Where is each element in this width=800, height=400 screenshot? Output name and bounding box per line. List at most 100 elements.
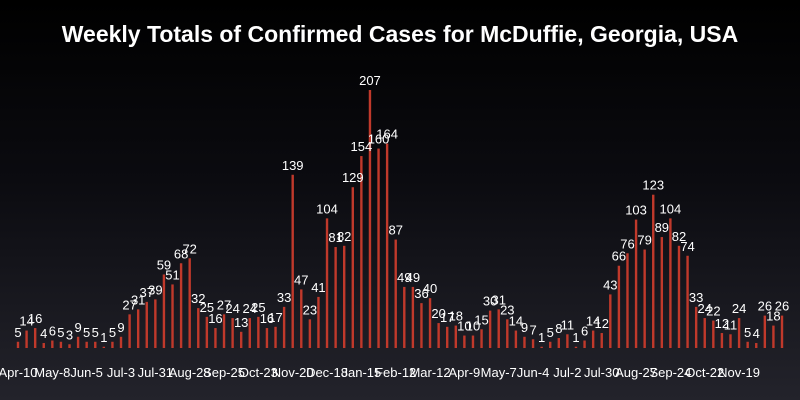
value-label: 25 [200, 300, 214, 315]
value-label: 33 [277, 290, 291, 305]
bar [437, 323, 440, 348]
value-label: 41 [311, 280, 325, 295]
bar [179, 263, 183, 348]
bar [463, 335, 466, 348]
value-label: 16 [208, 311, 222, 326]
value-label: 27 [217, 297, 231, 312]
value-label: 3 [66, 327, 73, 342]
value-label: 49 [397, 270, 411, 285]
bar [291, 174, 294, 348]
bar [652, 194, 655, 348]
value-label: 11 [724, 317, 738, 332]
value-label: 31 [131, 292, 145, 307]
value-label: 72 [182, 241, 196, 256]
value-label: 33 [689, 290, 703, 305]
x-tick-label: Feb-12 [375, 365, 416, 380]
value-label: 24 [243, 301, 257, 316]
value-label: 82 [337, 229, 351, 244]
bar [119, 336, 123, 348]
x-tick-label: Nov-20 [272, 365, 314, 380]
x-tick-label: Mar-12 [409, 365, 450, 380]
value-label: 10 [466, 319, 480, 334]
x-tick-label: Aug-27 [615, 365, 657, 380]
x-tick-label: Apr-9 [448, 365, 480, 380]
value-label: 31 [491, 292, 505, 307]
bar [428, 298, 432, 348]
bars-group [16, 90, 784, 348]
bar [669, 218, 672, 348]
value-label: 79 [637, 233, 651, 248]
x-tick-label: Dec-18 [306, 365, 348, 380]
value-label: 49 [406, 270, 420, 285]
x-tick-label: May-7 [481, 365, 517, 380]
value-label: 5 [109, 325, 116, 340]
value-label: 66 [612, 249, 626, 264]
x-tick-label: Sep-25 [203, 365, 245, 380]
value-label: 139 [282, 158, 304, 173]
bar [523, 336, 526, 348]
bar [111, 341, 114, 348]
value-label: 16 [260, 311, 274, 326]
value-label: 103 [625, 203, 647, 218]
value-label: 7 [529, 322, 536, 337]
value-label: 16 [28, 311, 42, 326]
value-label: 5 [57, 325, 64, 340]
bar [317, 296, 320, 348]
value-label: 87 [388, 223, 402, 238]
bar [76, 336, 80, 348]
bar [145, 301, 148, 348]
bar [746, 341, 749, 348]
bar [239, 331, 243, 348]
x-tick-label: May-8 [34, 365, 70, 380]
bar [454, 325, 457, 348]
bar [609, 294, 612, 348]
value-label: 47 [294, 272, 308, 287]
bar [755, 343, 758, 348]
value-label: 154 [351, 139, 373, 154]
bar [334, 247, 337, 348]
value-label: 14 [509, 314, 523, 329]
bar [600, 333, 603, 348]
bar [136, 309, 140, 348]
value-label: 24 [698, 301, 712, 316]
bar [549, 341, 552, 348]
value-label: 36 [414, 286, 428, 301]
value-label: 129 [342, 170, 364, 185]
x-tick-label: Sep-24 [649, 365, 691, 380]
bar [737, 318, 741, 348]
value-label: 17 [268, 310, 282, 325]
value-label: 4 [40, 326, 47, 341]
bar [480, 329, 483, 348]
value-label: 13 [234, 315, 248, 330]
value-label: 14 [19, 314, 33, 329]
bar [257, 316, 260, 348]
value-label: 40 [423, 281, 437, 296]
value-label: 51 [165, 267, 179, 282]
bar [780, 315, 784, 348]
value-label: 26 [775, 299, 789, 314]
value-label: 10 [457, 319, 471, 334]
value-label: 20 [431, 306, 445, 321]
bar [583, 340, 586, 348]
bar [686, 255, 689, 348]
bar [51, 340, 54, 348]
x-tick-label: Jul-3 [107, 365, 135, 380]
value-label: 4 [753, 326, 760, 341]
x-tick-label: Jul-31 [138, 365, 173, 380]
bar [128, 314, 131, 348]
bar [351, 187, 354, 348]
bar [591, 330, 595, 348]
value-label: 5 [92, 325, 99, 340]
bar [265, 328, 269, 348]
bar [25, 330, 28, 348]
value-label: 81 [328, 230, 342, 245]
bar [59, 341, 63, 348]
value-label: 5 [83, 325, 90, 340]
bar [171, 284, 174, 348]
bar [162, 274, 166, 348]
value-label: 74 [680, 239, 694, 254]
value-label: 9 [117, 320, 124, 335]
bar [720, 333, 724, 348]
x-tick-label: Jul-30 [584, 365, 619, 380]
